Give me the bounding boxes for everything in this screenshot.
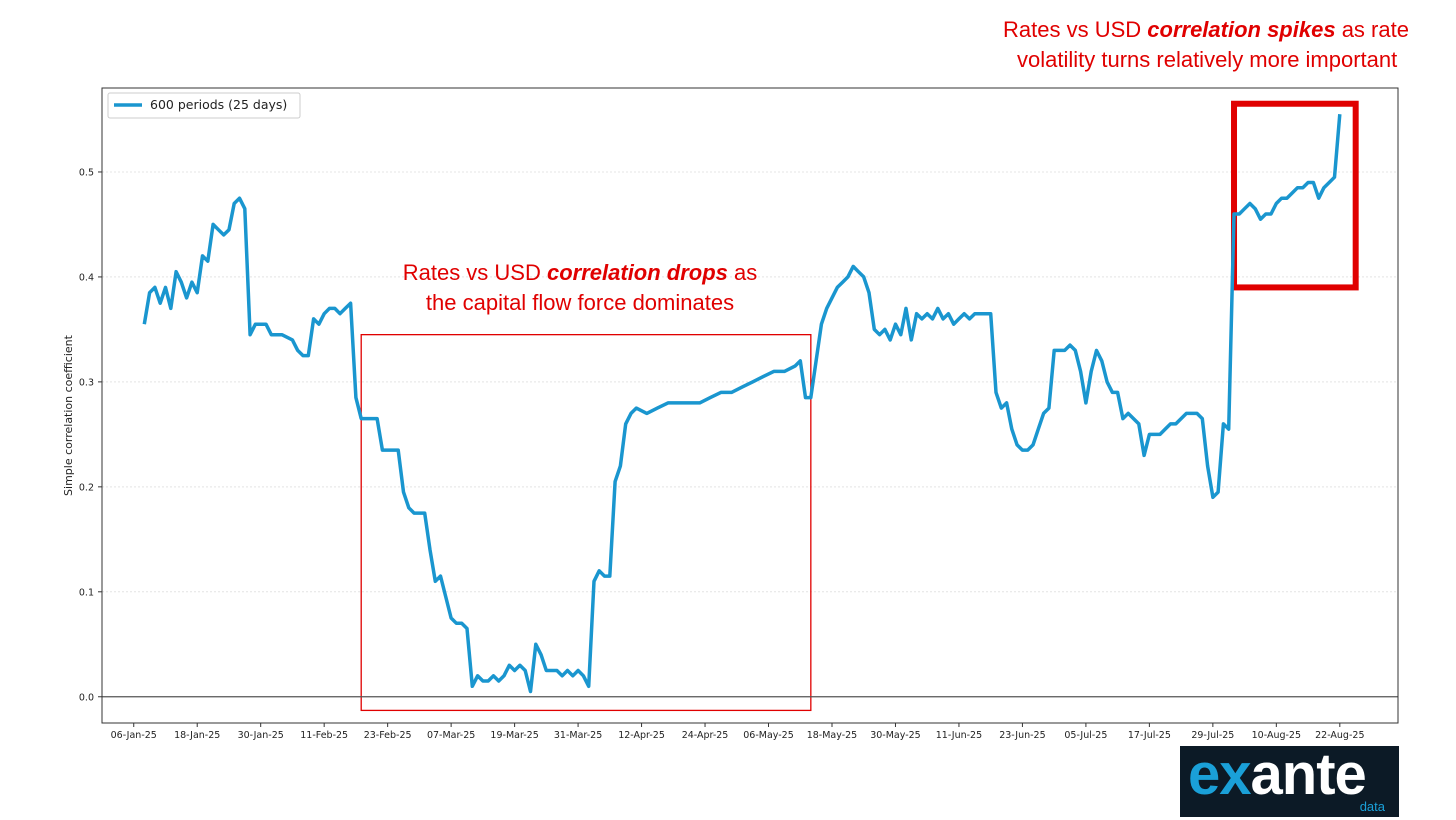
x-tick-label: 18-Jan-25 — [174, 730, 220, 741]
y-tick-label: 0.2 — [79, 482, 94, 493]
annotation-spikes-post: as rate — [1335, 17, 1409, 42]
logo-subtitle: data — [1359, 799, 1385, 814]
y-axis-label: Simple correlation coefficient — [62, 334, 75, 496]
annotation-drops-post: as — [727, 260, 758, 285]
x-tick-label: 17-Jul-25 — [1128, 730, 1171, 741]
y-tick-label: 0.1 — [79, 587, 94, 598]
annotation-correlation-spikes: Rates vs USD correlation spikes as rate … — [1003, 15, 1409, 75]
x-tick-label: 06-Jan-25 — [111, 730, 157, 741]
highlight-boxes — [360, 100, 1359, 712]
highlight-box-spikes — [1231, 100, 1359, 291]
x-tick-label: 22-Aug-25 — [1315, 730, 1364, 741]
annotation-drops-line1: Rates vs USD correlation drops as — [355, 258, 805, 288]
x-tick-label: 31-Mar-25 — [554, 730, 602, 741]
y-tick-label: 0.5 — [79, 167, 94, 178]
annotation-spikes-line1: Rates vs USD correlation spikes as rate — [1003, 15, 1409, 45]
x-tick-label: 23-Jun-25 — [999, 730, 1045, 741]
annotation-spikes-line2: volatility turns relatively more importa… — [1017, 47, 1398, 72]
x-tick-label: 18-May-25 — [807, 730, 858, 741]
x-axis-ticks: 06-Jan-25 18-Jan-25 30-Jan-25 11-Feb-25 23-F… — [111, 723, 1364, 741]
x-tick-label: 30-Jan-25 — [238, 730, 284, 741]
series-line-600-periods — [142, 114, 1342, 694]
logo-ante: ante — [1250, 742, 1367, 807]
annotation-drops-line2: the capital flow force dominates — [425, 290, 735, 315]
annotation-spikes-pre: Rates vs USD — [1003, 17, 1148, 42]
annotation-correlation-drops: Rates vs USD correlation drops as the ca… — [355, 258, 805, 318]
annotation-drops-emphasis: correlation drops — [546, 260, 728, 285]
annotation-drops-pre: Rates vs USD — [402, 260, 547, 285]
exante-logo: exante data — [1180, 742, 1399, 817]
x-tick-label: 11-Jun-25 — [936, 730, 982, 741]
plot-frame — [101, 87, 1399, 724]
annotation-spikes-emphasis: correlation spikes — [1147, 17, 1336, 42]
x-tick-label: 10-Aug-25 — [1252, 730, 1301, 741]
x-tick-label: 12-Apr-25 — [618, 730, 665, 741]
y-tick-label: 0.4 — [79, 272, 94, 283]
y-axis-ticks: 0.0 0.1 0.2 0.3 0.4 0.5 — [79, 167, 102, 703]
legend: 600 periods (25 days) — [107, 92, 301, 119]
logo-wordmark: exante — [1188, 740, 1367, 810]
legend-frame — [107, 92, 301, 119]
x-tick-label: 06-May-25 — [743, 730, 794, 741]
x-tick-label: 05-Jul-25 — [1064, 730, 1107, 741]
x-tick-label: 23-Feb-25 — [364, 730, 412, 741]
x-tick-label: 11-Feb-25 — [300, 730, 348, 741]
highlight-box-drops — [360, 334, 812, 712]
legend-entry: 600 periods (25 days) — [150, 97, 287, 112]
y-tick-label: 0.0 — [79, 692, 94, 703]
x-tick-label: 30-May-25 — [870, 730, 921, 741]
y-tick-label: 0.3 — [79, 377, 94, 388]
x-tick-label: 24-Apr-25 — [682, 730, 729, 741]
x-tick-label: 07-Mar-25 — [427, 730, 475, 741]
x-tick-label: 19-Mar-25 — [490, 730, 538, 741]
logo-ex: ex — [1188, 742, 1252, 807]
x-tick-label: 29-Jul-25 — [1191, 730, 1234, 741]
